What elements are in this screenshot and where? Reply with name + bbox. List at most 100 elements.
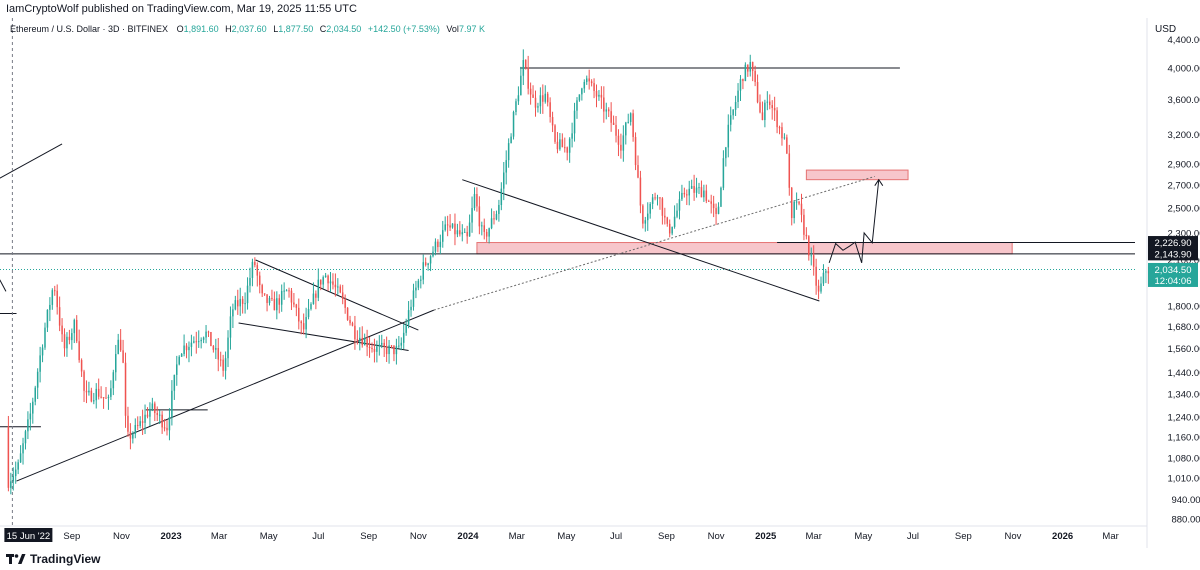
legend-o-label: O <box>177 24 184 34</box>
candle-body <box>149 408 151 417</box>
price-chart[interactable]: 880.00 940.00 1,010.00 1,080.00 1,160.00 1,24… <box>0 18 1200 548</box>
time-axis[interactable]: 15 Jun '22 Sep Nov 2023 Mar May Jul Sep Nov 2024 M… <box>4 528 1119 542</box>
candle <box>163 418 166 432</box>
price-tick-label: 880.00 <box>1171 515 1200 526</box>
supply-demand-zone <box>805 169 909 181</box>
candle <box>688 180 690 206</box>
candle-body <box>803 214 805 235</box>
candle-body <box>607 109 610 112</box>
level-price-label: 2,143.90 <box>1155 249 1192 260</box>
candle <box>505 150 507 185</box>
level-price-label: 2,226.90 <box>1155 238 1192 249</box>
candle <box>483 218 486 240</box>
price-tick-label: 1,440.00 <box>1168 368 1200 379</box>
legend-vol-label: Vol <box>446 24 459 34</box>
candle-body <box>261 285 263 294</box>
candle-body <box>761 112 764 121</box>
candle <box>695 177 698 198</box>
candle-body <box>481 225 483 227</box>
candle <box>642 204 644 229</box>
candle-body <box>539 95 542 107</box>
footer: TradingView <box>0 548 1200 570</box>
price-axis[interactable]: 880.00 940.00 1,010.00 1,080.00 1,160.00 1,24… <box>1168 35 1200 525</box>
candle <box>215 338 217 360</box>
candle-body <box>537 106 539 108</box>
candle <box>298 298 300 330</box>
candle <box>517 86 520 105</box>
candle <box>329 271 332 293</box>
candle <box>610 102 612 132</box>
candle <box>80 358 83 377</box>
candle-body <box>642 205 644 224</box>
candle-body <box>83 371 85 391</box>
candle <box>85 380 88 404</box>
candle-body <box>163 427 166 429</box>
candle <box>95 383 97 409</box>
candle-body <box>815 266 817 286</box>
candle-body <box>454 223 456 235</box>
candle <box>588 69 590 90</box>
candle-body <box>117 339 119 354</box>
candle <box>390 344 393 349</box>
candle-body <box>68 336 71 341</box>
candle <box>424 257 427 267</box>
price-tick-label: 1,080.00 <box>1168 454 1200 465</box>
candle-body <box>97 388 100 397</box>
candle-body <box>361 337 363 346</box>
candle-body <box>617 135 620 145</box>
candle <box>698 182 700 195</box>
candle <box>407 301 410 329</box>
candle-body <box>503 172 505 189</box>
candle <box>124 352 127 428</box>
candle-body <box>105 397 107 399</box>
candle-body <box>12 476 15 482</box>
candle-body <box>122 350 124 363</box>
candle-body <box>366 338 368 347</box>
candle-body <box>427 263 429 266</box>
candle <box>14 461 17 484</box>
axis-currency: USD <box>1155 24 1176 35</box>
candle-body <box>161 414 163 428</box>
chart-area[interactable]: 880.00 940.00 1,010.00 1,080.00 1,160.00 1,24… <box>0 18 1200 548</box>
candle <box>808 235 810 261</box>
candle <box>290 288 293 311</box>
candle <box>776 107 778 134</box>
projection-arrowhead <box>874 178 884 186</box>
candle <box>515 98 517 116</box>
price-tick-label: 1,340.00 <box>1168 389 1200 400</box>
candle-body <box>151 403 154 409</box>
candle <box>51 288 54 310</box>
candle-body <box>266 294 268 303</box>
candle-body <box>778 127 781 129</box>
candle-body <box>144 414 146 423</box>
candle-body <box>695 187 698 193</box>
candle-body <box>322 277 324 285</box>
candle <box>161 411 163 434</box>
candle <box>532 85 534 98</box>
candle <box>46 309 49 332</box>
candle-body <box>471 207 473 223</box>
candle-body <box>449 225 451 228</box>
candle-body <box>219 359 222 361</box>
candle-body <box>390 345 393 347</box>
candle <box>461 224 464 242</box>
candle <box>322 275 324 289</box>
candle <box>676 203 678 219</box>
time-tick-label: May <box>854 531 872 542</box>
candle-body <box>793 201 795 219</box>
candle-body <box>385 346 388 355</box>
candle <box>576 97 578 119</box>
candle <box>759 94 761 114</box>
candle <box>339 284 342 294</box>
candle-body <box>90 390 93 402</box>
candle-body <box>720 187 722 207</box>
time-tick-label: Nov <box>410 531 427 542</box>
candle-body <box>334 284 337 288</box>
candle-body <box>251 261 254 278</box>
candle-body <box>747 64 749 72</box>
candle-body <box>422 262 424 280</box>
candle-body <box>420 279 422 281</box>
candle <box>822 264 825 286</box>
candle-body <box>808 236 810 256</box>
